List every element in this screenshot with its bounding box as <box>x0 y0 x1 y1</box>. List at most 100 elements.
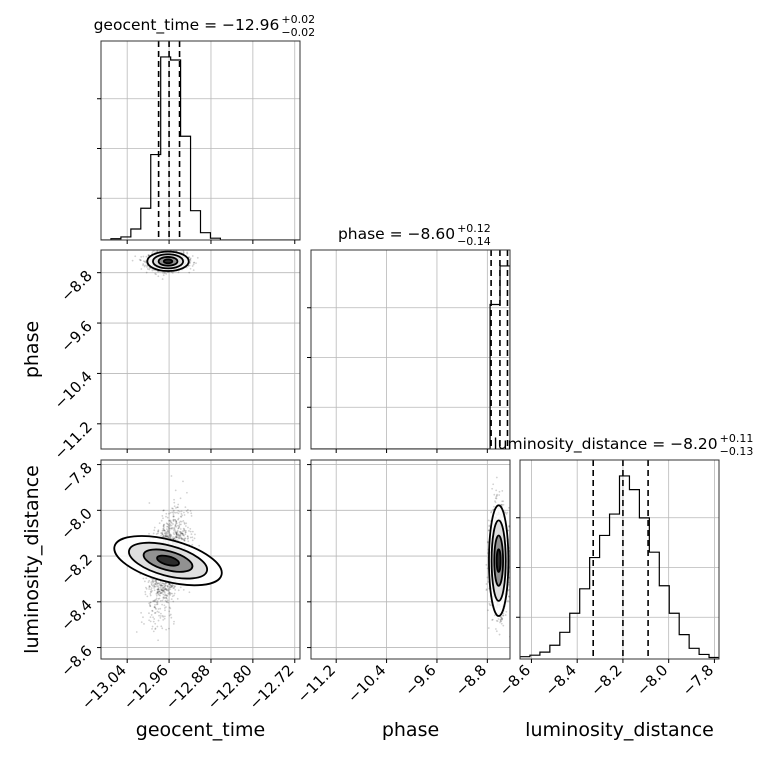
sample-point <box>159 592 162 594</box>
sample-point <box>153 586 155 589</box>
sample-point <box>175 536 178 539</box>
sample-point <box>174 525 177 528</box>
sample-point <box>501 500 503 503</box>
sample-point <box>490 511 492 514</box>
sample-point <box>186 538 189 540</box>
sample-point <box>165 601 168 603</box>
sample-point <box>182 533 185 536</box>
sample-point <box>162 534 165 537</box>
sample-point <box>154 627 157 630</box>
sample-point <box>184 531 187 534</box>
panel-luminosity_distance-vs-phase <box>307 459 511 663</box>
sample-point <box>175 534 178 537</box>
sample-point <box>168 531 170 534</box>
sample-point <box>157 619 160 622</box>
sample-point <box>183 537 186 540</box>
sample-point <box>186 252 189 255</box>
sample-point <box>179 531 182 534</box>
sample-point <box>145 587 148 590</box>
sample-point <box>143 623 145 625</box>
sample-point <box>175 533 178 536</box>
sample-point <box>172 538 175 540</box>
sample-point <box>507 595 510 598</box>
sample-point <box>175 507 177 509</box>
sample-point <box>173 537 176 540</box>
sample-point <box>182 520 185 522</box>
sample-point <box>171 526 174 529</box>
sample-point <box>149 590 152 593</box>
sample-point <box>146 595 149 598</box>
sample-point <box>152 630 155 633</box>
sample-point <box>140 621 143 624</box>
sample-point <box>148 532 150 535</box>
sample-point <box>180 510 183 513</box>
sample-point <box>148 586 151 589</box>
sample-point <box>168 614 171 617</box>
sample-point <box>166 588 168 591</box>
sample-point <box>166 585 169 587</box>
sample-point <box>172 523 174 525</box>
sample-point <box>143 580 146 583</box>
sample-point <box>139 259 142 262</box>
sample-point <box>183 539 186 542</box>
sample-point <box>169 524 172 526</box>
sample-point <box>161 582 164 585</box>
sample-point <box>170 522 173 524</box>
title-plus-phase: +0.12 <box>457 222 491 235</box>
sample-point <box>494 628 497 630</box>
sample-point <box>169 520 172 523</box>
sample-point <box>149 594 152 597</box>
sample-point <box>487 609 489 612</box>
sample-point <box>168 527 171 530</box>
sample-point <box>494 497 497 500</box>
sample-point <box>142 263 145 265</box>
sample-point <box>165 597 168 600</box>
x-tick-label: −11.2 <box>294 661 339 706</box>
sample-point <box>173 533 176 536</box>
sample-point <box>157 582 159 585</box>
sample-point <box>156 582 159 585</box>
panel-geocent_time-vs-geocent_time <box>97 40 301 244</box>
sample-point <box>172 515 175 518</box>
sample-point <box>172 527 175 530</box>
panel-frame <box>100 459 301 660</box>
sample-point <box>502 614 504 617</box>
sample-point <box>154 607 157 610</box>
y-tick-label: −8.6 <box>57 642 95 680</box>
sample-point <box>169 592 172 595</box>
sample-point <box>144 593 147 596</box>
sample-point <box>159 584 162 587</box>
sample-point <box>161 614 164 617</box>
sample-point <box>142 577 145 580</box>
sample-point <box>169 519 172 522</box>
sample-point <box>181 533 184 535</box>
sample-point <box>176 536 179 539</box>
sample-point <box>162 509 165 512</box>
sample-point <box>177 527 180 530</box>
sample-point <box>169 588 172 591</box>
sample-point <box>198 544 201 547</box>
sample-point <box>174 536 177 539</box>
sample-point <box>502 612 505 615</box>
sample-point <box>142 260 145 263</box>
sample-point <box>162 593 165 596</box>
sample-point <box>181 532 184 535</box>
sample-point <box>151 269 154 272</box>
x-tick-label: −8.6 <box>496 661 534 699</box>
sample-point <box>138 258 141 261</box>
sample-point <box>171 271 174 274</box>
sample-point <box>178 537 181 540</box>
sample-point <box>163 587 165 590</box>
sample-point <box>491 618 494 621</box>
histogram-luminosity_distance <box>520 475 719 659</box>
sample-point <box>159 588 162 591</box>
panel-content <box>311 250 510 449</box>
sample-point <box>160 589 163 592</box>
sample-point <box>170 527 173 529</box>
sample-point <box>507 529 510 532</box>
sample-point <box>163 604 166 607</box>
sample-point <box>157 530 160 533</box>
sample-point <box>152 578 155 581</box>
sample-point <box>160 584 163 587</box>
sample-point <box>168 586 171 589</box>
